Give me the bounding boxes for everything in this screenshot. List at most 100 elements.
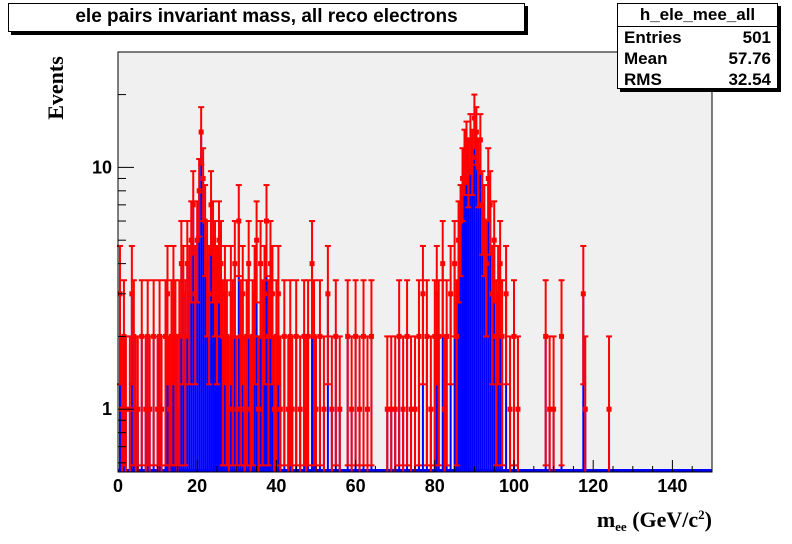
axes: 0 20 40 60 80 100 120 140 1 10	[92, 51, 713, 496]
histogram-bar	[461, 178, 464, 472]
histogram-bar	[210, 204, 213, 473]
histogram-bar	[214, 263, 217, 472]
data-marker	[184, 261, 190, 267]
data-marker	[155, 406, 161, 412]
data-marker	[436, 333, 442, 339]
data-marker	[489, 291, 495, 297]
histogram-bar	[481, 204, 484, 473]
data-marker	[267, 261, 273, 267]
data-marker	[258, 261, 264, 267]
stats-row-entries: Entries 501	[618, 27, 777, 48]
data-marker	[289, 406, 295, 412]
data-marker	[180, 291, 186, 297]
data-marker	[200, 175, 206, 181]
x-tick-label: 0	[113, 476, 123, 496]
histogram-bar	[269, 263, 272, 472]
data-marker	[317, 333, 323, 339]
data-marker	[236, 218, 242, 224]
data-marker	[297, 406, 303, 412]
x-tick-label: 40	[266, 476, 286, 496]
data-marker	[452, 261, 458, 267]
x-axis-title-main: m	[597, 507, 615, 532]
data-marker	[412, 406, 418, 412]
x-axis-title: mee (GeV/c2)	[597, 507, 712, 534]
data-marker	[242, 406, 248, 412]
histogram-bar	[489, 204, 492, 473]
data-marker	[129, 291, 135, 297]
data-marker	[487, 202, 493, 208]
data-marker	[186, 291, 192, 297]
histogram-bar	[255, 240, 258, 472]
data-marker	[313, 406, 319, 412]
histogram-bar	[196, 240, 199, 472]
stats-label: Entries	[624, 28, 682, 47]
data-marker	[361, 333, 367, 339]
histogram-bar	[477, 167, 480, 472]
data-marker	[462, 154, 467, 160]
histogram-bar	[441, 263, 444, 472]
data-marker	[218, 261, 224, 267]
data-marker	[357, 406, 363, 412]
data-marker	[349, 406, 355, 412]
histogram-bar	[473, 118, 476, 473]
data-marker	[246, 261, 252, 267]
data-marker	[559, 333, 565, 339]
histogram-bar	[198, 190, 201, 472]
data-marker	[454, 333, 460, 339]
x-tick-label: 80	[425, 476, 445, 496]
data-marker	[440, 261, 446, 267]
histogram-bar	[453, 263, 456, 472]
histogram-bar	[212, 240, 215, 472]
stats-box: h_ele_mee_all Entries 501 Mean 57.76 RMS…	[617, 3, 778, 89]
data-marker	[232, 261, 238, 267]
histogram-bar	[479, 139, 482, 472]
x-tick-label: 100	[499, 476, 529, 496]
data-marker	[495, 291, 501, 297]
data-marker	[210, 237, 216, 243]
histogram-bar	[459, 221, 462, 472]
y-axis-title: Events	[43, 56, 68, 120]
data-marker	[275, 291, 281, 297]
data-marker	[384, 406, 390, 412]
data-marker	[188, 237, 194, 243]
data-marker	[206, 291, 212, 297]
histogram-bar	[475, 132, 478, 473]
histogram-bar	[200, 132, 203, 473]
data-marker	[252, 291, 258, 297]
histogram-bar	[247, 263, 250, 472]
data-marker	[277, 406, 283, 412]
data-marker	[220, 333, 226, 339]
data-marker	[543, 333, 549, 339]
data-marker	[547, 406, 553, 412]
error-bars	[116, 93, 613, 472]
data-marker	[147, 406, 153, 412]
data-marker	[333, 333, 339, 339]
data-marker	[448, 291, 454, 297]
data-marker	[248, 406, 254, 412]
data-marker	[551, 406, 557, 412]
data-marker	[214, 291, 220, 297]
data-marker	[303, 406, 309, 412]
histogram-bar	[471, 157, 474, 472]
data-marker	[238, 333, 244, 339]
data-marker	[434, 291, 440, 297]
data-marker	[192, 291, 198, 297]
data-marker	[293, 333, 299, 339]
x-axis-title-rest: (GeV/c	[627, 507, 699, 532]
histogram-bar	[465, 148, 468, 472]
data-marker	[353, 333, 359, 339]
histogram-bar	[190, 240, 193, 472]
data-marker	[507, 406, 513, 412]
histogram-bar	[499, 263, 502, 472]
x-tick-label: 140	[657, 476, 687, 496]
data-marker	[396, 333, 402, 339]
data-marker	[194, 237, 200, 243]
x-tick-label: 20	[187, 476, 207, 496]
data-marker	[269, 291, 275, 297]
histogram-bar	[485, 263, 488, 472]
data-marker	[465, 164, 471, 170]
data-marker	[460, 175, 466, 181]
data-marker	[159, 406, 165, 412]
data-marker	[483, 261, 489, 267]
data-marker	[473, 129, 479, 135]
